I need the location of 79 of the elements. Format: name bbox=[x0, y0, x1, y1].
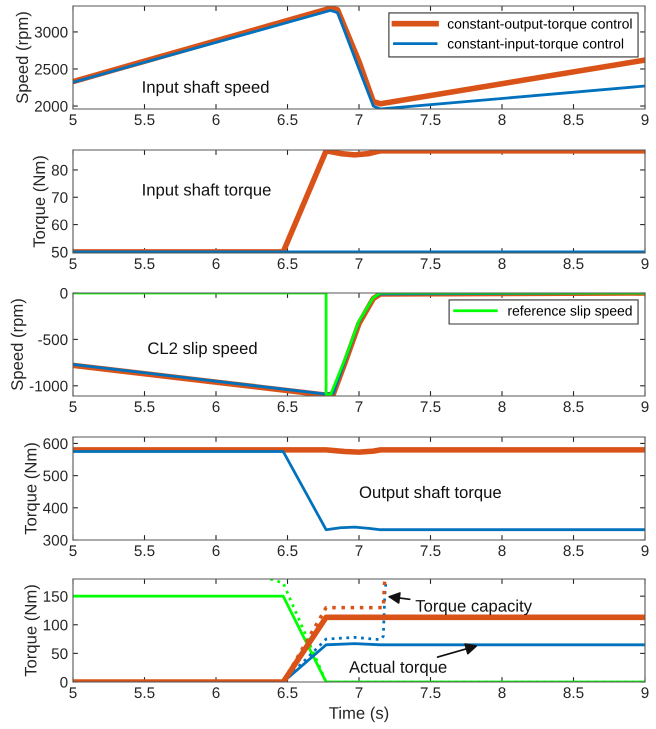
x-tick-label: 8.5 bbox=[564, 687, 584, 698]
x-tick-label: 5 bbox=[69, 114, 77, 126]
y-tick-label: 400 bbox=[43, 502, 68, 514]
y-tick-label: 70 bbox=[52, 192, 68, 203]
x-tick-label: 9 bbox=[641, 114, 649, 126]
x-tick-label: 9 bbox=[641, 687, 649, 698]
x-tick-label: 5 bbox=[69, 401, 77, 412]
annotation: Output shaft torque bbox=[360, 486, 501, 502]
x-tick-label: 9 bbox=[641, 401, 649, 412]
x-tick-label: 6.5 bbox=[278, 114, 298, 126]
y-tick-label: 100 bbox=[44, 620, 68, 630]
x-tick-label: 6 bbox=[212, 545, 220, 556]
y-axis-title: Speed (rpm) bbox=[10, 299, 26, 390]
y-tick-label: 60 bbox=[52, 219, 68, 230]
x-tick-label: 8.5 bbox=[564, 258, 584, 270]
x-tick-label: 7 bbox=[356, 545, 362, 556]
x-tick-label: 7.5 bbox=[420, 114, 440, 126]
x-tick-label: 9 bbox=[641, 258, 649, 270]
y-tick-label: 2500 bbox=[34, 64, 68, 75]
x-tick-label: 8 bbox=[498, 545, 506, 556]
x-tick-label: 7.5 bbox=[420, 258, 440, 270]
x-tick-label: 8.5 bbox=[564, 545, 584, 556]
x-tick-label: 5 bbox=[69, 545, 77, 556]
x-tick-label: 6.5 bbox=[278, 401, 298, 412]
annotation: CL2 slip speed bbox=[148, 342, 257, 358]
annotation: Input shaft torque bbox=[143, 183, 271, 199]
y-tick-label: 80 bbox=[52, 164, 68, 176]
y-axis-title: Torque (Nm) bbox=[24, 585, 40, 676]
legend-label: constant-output-torque control bbox=[448, 18, 632, 32]
x-tick-label: 6.5 bbox=[278, 258, 298, 270]
x-tick-label: 8 bbox=[498, 401, 506, 412]
x-tick-label: 6 bbox=[212, 401, 220, 412]
y-tick-label: 500 bbox=[43, 470, 68, 482]
x-tick-label: 7 bbox=[356, 258, 362, 269]
x-tick-label: 7 bbox=[356, 687, 362, 698]
legend-label: reference slip speed bbox=[508, 306, 632, 318]
y-axis-title: Torque (Nm) bbox=[32, 156, 48, 248]
x-tick-label: 7 bbox=[356, 401, 362, 412]
x-tick-label: 7.5 bbox=[420, 401, 440, 412]
annotation: Torque capacity bbox=[416, 600, 532, 616]
y-tick-label: 50 bbox=[52, 246, 68, 258]
x-tick-label: 8.5 bbox=[564, 401, 584, 412]
y-tick-label: 2000 bbox=[34, 100, 68, 112]
x-tick-label: 5.5 bbox=[134, 545, 154, 556]
annotation: Actual torque bbox=[349, 660, 446, 676]
x-tick-label: 5 bbox=[69, 687, 77, 698]
x-tick-label: 5 bbox=[69, 258, 77, 270]
y-axis-title: Torque (Nm) bbox=[24, 443, 40, 534]
x-tick-label: 8 bbox=[498, 687, 506, 698]
y-tick-label: 3000 bbox=[34, 26, 68, 38]
y-axis-title: Speed (rpm) bbox=[16, 12, 32, 104]
x-tick-label: 7 bbox=[356, 114, 362, 125]
x-tick-label: 5.5 bbox=[134, 114, 154, 126]
y-tick-label: 300 bbox=[43, 534, 68, 546]
x-tick-label: 6 bbox=[212, 114, 220, 126]
x-tick-label: 9 bbox=[641, 545, 649, 556]
y-tick-label: -1000 bbox=[30, 380, 68, 392]
x-tick-label: 5.5 bbox=[134, 258, 154, 270]
x-tick-label: 5.5 bbox=[134, 401, 154, 412]
x-tick-label: 7.5 bbox=[420, 687, 440, 698]
x-axis-title: Time (s) bbox=[329, 706, 388, 722]
y-tick-label: 50 bbox=[52, 648, 68, 660]
x-tick-label: 6 bbox=[212, 687, 220, 698]
y-tick-label: 0 bbox=[60, 676, 68, 688]
x-tick-label: 8 bbox=[498, 258, 506, 270]
x-tick-label: 6 bbox=[212, 258, 220, 270]
y-tick-label: 150 bbox=[44, 591, 68, 602]
y-tick-label: 600 bbox=[43, 438, 68, 450]
x-tick-label: 8.5 bbox=[564, 114, 584, 126]
legend-label: constant-input-torque control bbox=[448, 38, 624, 52]
x-tick-label: 8 bbox=[498, 114, 506, 126]
x-tick-label: 5.5 bbox=[134, 687, 154, 698]
annotation: Input shaft speed bbox=[143, 80, 268, 96]
y-tick-label: -500 bbox=[38, 334, 68, 346]
y-tick-label: 0 bbox=[60, 288, 68, 299]
x-tick-label: 7.5 bbox=[420, 545, 440, 556]
x-tick-label: 6.5 bbox=[278, 545, 298, 556]
line-series bbox=[73, 450, 645, 532]
x-tick-label: 6.5 bbox=[278, 687, 298, 698]
